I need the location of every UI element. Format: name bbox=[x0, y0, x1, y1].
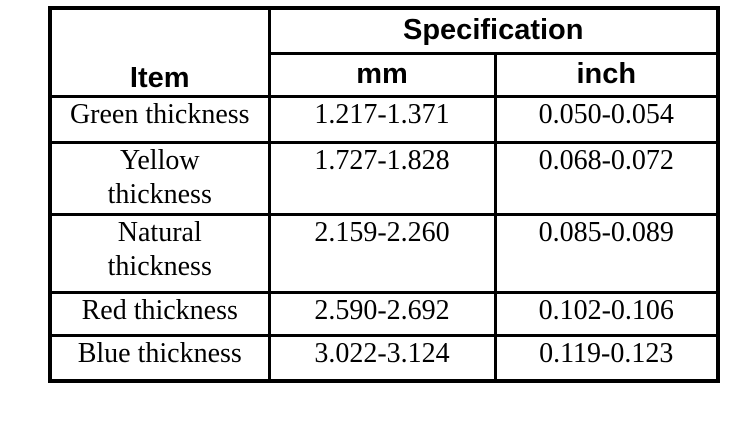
header-row-specification: Item Specification bbox=[48, 6, 720, 98]
mm-value-cell: 2.159-2.260 bbox=[267, 212, 497, 294]
mm-value-cell: 2.590-2.692 bbox=[267, 290, 497, 337]
inch-column-header: inch bbox=[493, 51, 720, 98]
item-cell: Red thickness bbox=[48, 290, 271, 337]
inch-value-cell: 0.068-0.072 bbox=[493, 140, 720, 216]
table-row-green: Green thickness 1.217-1.371 0.050-0.054 bbox=[48, 94, 720, 144]
table-row-natural: Natural thickness 2.159-2.260 0.085-0.08… bbox=[48, 212, 720, 294]
item-cell: Natural thickness bbox=[48, 212, 271, 294]
inch-value-cell: 0.050-0.054 bbox=[493, 94, 720, 144]
item-cell: Blue thickness bbox=[48, 333, 271, 383]
table-row-red: Red thickness 2.590-2.692 0.102-0.106 bbox=[48, 290, 720, 337]
table-row-blue: Blue thickness 3.022-3.124 0.119-0.123 bbox=[48, 333, 720, 383]
inch-value-cell: 0.119-0.123 bbox=[493, 333, 720, 383]
mm-value-cell: 1.727-1.828 bbox=[267, 140, 497, 216]
header-row-units: mm inch bbox=[50, 51, 720, 98]
item-column-header: Item bbox=[48, 6, 271, 98]
mm-value-cell: 1.217-1.371 bbox=[267, 94, 497, 144]
table-row-yellow: Yellow thickness 1.727-1.828 0.068-0.072 bbox=[48, 140, 720, 216]
item-cell: Yellow thickness bbox=[48, 140, 271, 216]
mm-column-header: mm bbox=[267, 51, 497, 98]
mm-value-cell: 3.022-3.124 bbox=[267, 333, 497, 383]
specification-table: Item Specification mm inch Green thickne… bbox=[48, 6, 720, 383]
inch-value-cell: 0.102-0.106 bbox=[493, 290, 720, 337]
item-cell: Green thickness bbox=[48, 94, 271, 144]
inch-value-cell: 0.085-0.089 bbox=[493, 212, 720, 294]
specification-header: Specification bbox=[267, 6, 720, 55]
